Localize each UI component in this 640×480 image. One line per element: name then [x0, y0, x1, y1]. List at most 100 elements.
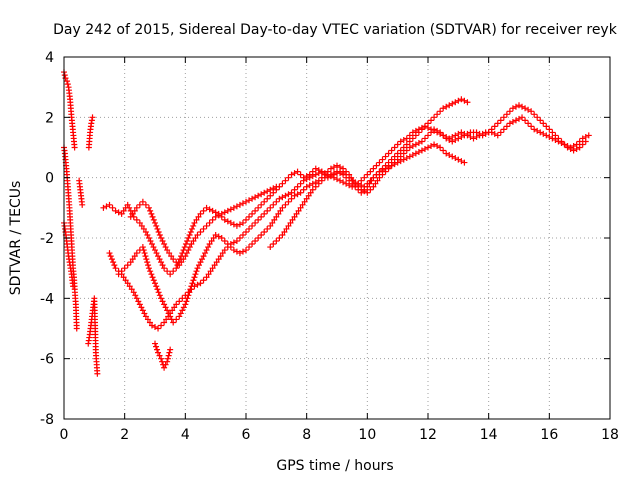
data-point: [148, 210, 155, 217]
data-point: [233, 238, 240, 245]
data-point: [261, 198, 268, 205]
data-point: [152, 323, 158, 330]
data-point: [279, 194, 286, 201]
data-point: [455, 135, 462, 142]
data-point: [124, 280, 131, 287]
data-point: [406, 153, 413, 160]
data-point: [406, 138, 413, 145]
data-point: [418, 124, 425, 131]
data-point: [165, 352, 172, 359]
data-point: [106, 201, 113, 208]
data-point: [303, 195, 310, 202]
data-point: [276, 195, 283, 202]
data-point: [434, 142, 441, 149]
data-point: [79, 201, 86, 208]
data-point: [182, 253, 189, 260]
data-point: [164, 268, 171, 275]
data-point: [179, 307, 186, 314]
data-point: [186, 289, 193, 296]
data-point: [358, 177, 365, 184]
data-point: [400, 156, 407, 163]
data-point: [162, 304, 169, 311]
data-point: [129, 210, 136, 217]
data-point: [289, 216, 296, 223]
data-point: [409, 142, 416, 149]
data-point: [212, 213, 219, 220]
data-point: [133, 250, 140, 257]
data-point: [147, 238, 154, 245]
data-point: [318, 177, 325, 184]
data-point: [203, 204, 210, 211]
data-point: [285, 174, 292, 181]
data-point: [190, 222, 197, 229]
data-point: [131, 207, 138, 214]
data-point: [158, 295, 165, 302]
data-point: [300, 186, 307, 193]
data-point: [343, 174, 350, 181]
data-point: [120, 274, 127, 281]
data-point: [182, 301, 189, 308]
data-point: [164, 358, 171, 365]
data-point: [431, 126, 438, 133]
data-point: [458, 96, 465, 103]
data-point: [155, 228, 162, 235]
data-point: [485, 129, 492, 136]
data-point: [269, 219, 276, 226]
data-point: [197, 259, 204, 266]
data-point: [321, 174, 328, 181]
y-tick-label: -4: [40, 291, 54, 307]
data-point: [193, 268, 200, 275]
data-point: [488, 126, 495, 133]
data-point: [195, 262, 202, 269]
x-tick-label: 16: [540, 427, 558, 443]
data-point: [138, 304, 145, 311]
data-point: [461, 97, 468, 104]
data-point: [361, 186, 368, 193]
data-point: [400, 150, 407, 157]
data-point: [291, 186, 298, 193]
data-point: [297, 204, 304, 211]
series-arc1: [61, 69, 78, 151]
data-point: [509, 118, 516, 125]
data-point: [391, 144, 398, 151]
data-point: [236, 235, 243, 241]
data-point: [366, 180, 373, 187]
data-point: [233, 203, 240, 210]
data-point: [516, 102, 522, 109]
data-point: [506, 120, 513, 127]
data-point: [437, 108, 444, 115]
data-point: [327, 165, 334, 172]
data-point: [166, 250, 173, 257]
data-point: [183, 250, 190, 257]
data-point: [148, 322, 155, 329]
data-point: [150, 277, 157, 284]
data-point: [218, 235, 225, 241]
data-point: [230, 204, 237, 211]
data-point: [412, 141, 419, 148]
data-point: [443, 135, 450, 142]
data-point: [452, 136, 459, 143]
data-point: [312, 183, 319, 190]
data-point: [145, 235, 152, 241]
data-point: [312, 171, 319, 178]
data-point: [206, 219, 213, 226]
data-point: [270, 201, 277, 208]
data-point: [243, 228, 249, 235]
data-point: [376, 168, 383, 175]
data-point: [531, 111, 538, 118]
data-point: [418, 138, 425, 145]
data-point: [153, 222, 160, 229]
series-arc7: [100, 96, 471, 278]
data-point: [258, 231, 265, 238]
data-point: [403, 141, 410, 148]
data-point: [215, 233, 222, 240]
data-point: [88, 117, 95, 124]
data-point: [415, 149, 422, 156]
data-point: [297, 180, 304, 187]
data-point: [154, 346, 161, 353]
data-point: [418, 147, 425, 154]
data-point: [120, 207, 127, 214]
data-point: [461, 159, 468, 166]
data-point: [364, 171, 371, 178]
data-point: [118, 210, 125, 217]
